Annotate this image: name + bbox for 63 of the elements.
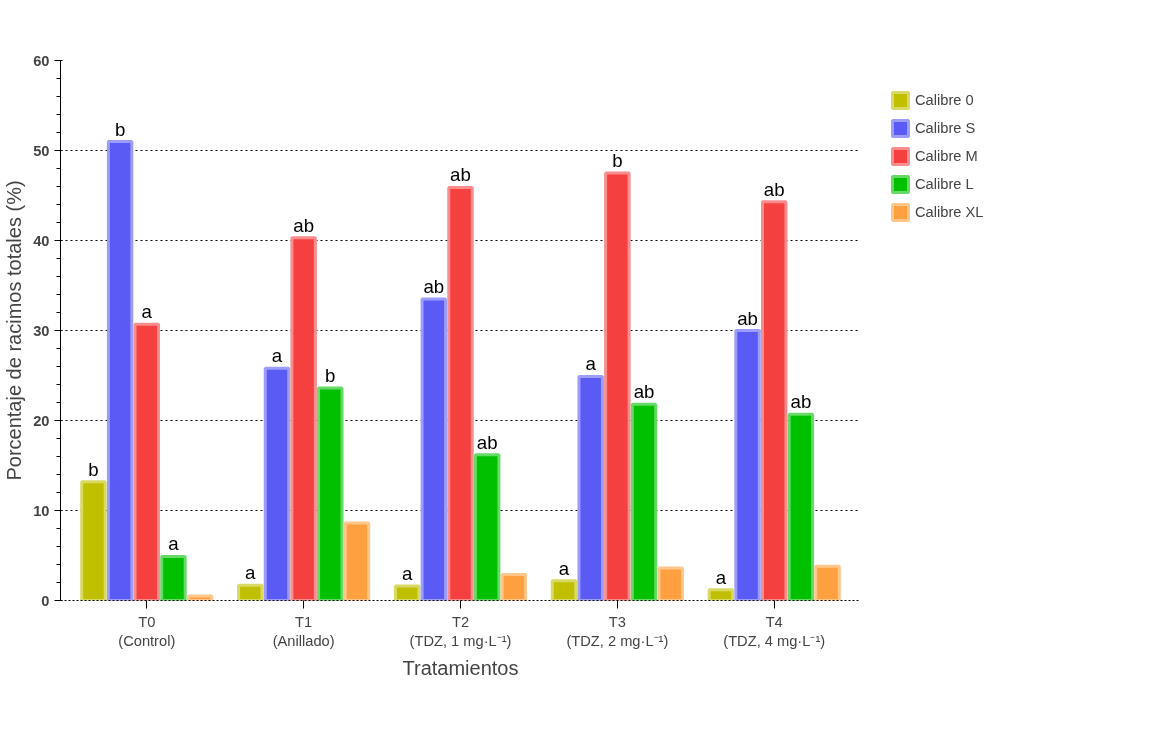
x-tick-label: T1 (Anillado) [272,613,335,649]
data-label: a [168,533,180,555]
legend-label: Calibre L [915,176,974,192]
y-tick-label: 50 [33,142,50,159]
legend-label: Calibre XL [915,204,984,220]
data-label: ab [423,276,445,297]
data-label: ab [737,307,758,329]
bar [814,564,841,601]
x-axis-title: Tratamientos [402,656,519,679]
bar [393,584,421,601]
bar [263,366,291,601]
data-label: b [88,458,99,480]
bar [473,453,501,601]
data-label: ab [790,391,812,413]
data-label: a [271,345,283,367]
data-label: a [715,566,727,588]
bar [290,236,317,601]
bar [604,171,631,601]
bar [657,566,684,601]
bar [550,579,578,601]
x-tick-label: T0 (Control) [118,613,176,649]
bar [734,329,761,601]
bar [160,554,187,601]
y-axis-title: Porcentaje de racimos totales (%) [3,180,26,481]
legend-label: Calibre 0 [915,92,974,108]
data-label: ab [633,381,655,403]
y-tick-label: 10 [33,502,50,519]
data-label: b [612,150,623,171]
bar [760,200,788,601]
bar [707,588,735,601]
data-label: b [114,118,126,140]
x-tick-label: T2 (TDZ, 1 mg·L⁻¹) [409,613,512,649]
bar [630,402,658,601]
bar [500,572,528,601]
data-label: a [141,301,153,323]
bar [106,140,134,601]
data-label: b [325,365,336,387]
x-tick-label: T3 (TDZ, 2 mg·L⁻¹) [566,613,669,649]
x-tick-label: T4 (TDZ, 4 mg·L⁻¹) [723,613,826,649]
data-label: a [585,353,597,375]
data-label: ab [450,164,471,186]
bar [133,322,161,601]
y-tick-label: 0 [41,592,50,609]
bar [317,386,344,601]
data-label: a [401,563,413,585]
bar [787,412,815,601]
y-tick-label: 30 [33,322,50,339]
data-label: ab [293,214,315,236]
bar [80,480,107,601]
bar [420,297,448,601]
bar [237,583,264,601]
bar [577,374,604,601]
y-tick-label: 60 [33,52,50,69]
bar [447,185,474,601]
y-tick-label: 40 [33,232,50,249]
y-tick-label: 20 [33,412,50,429]
data-label: ab [763,178,785,200]
legend-label: Calibre M [915,148,978,164]
data-label: a [245,562,257,584]
data-label: ab [476,431,498,453]
bar [343,521,371,601]
legend-label: Calibre S [915,120,976,136]
data-label: a [558,557,570,579]
